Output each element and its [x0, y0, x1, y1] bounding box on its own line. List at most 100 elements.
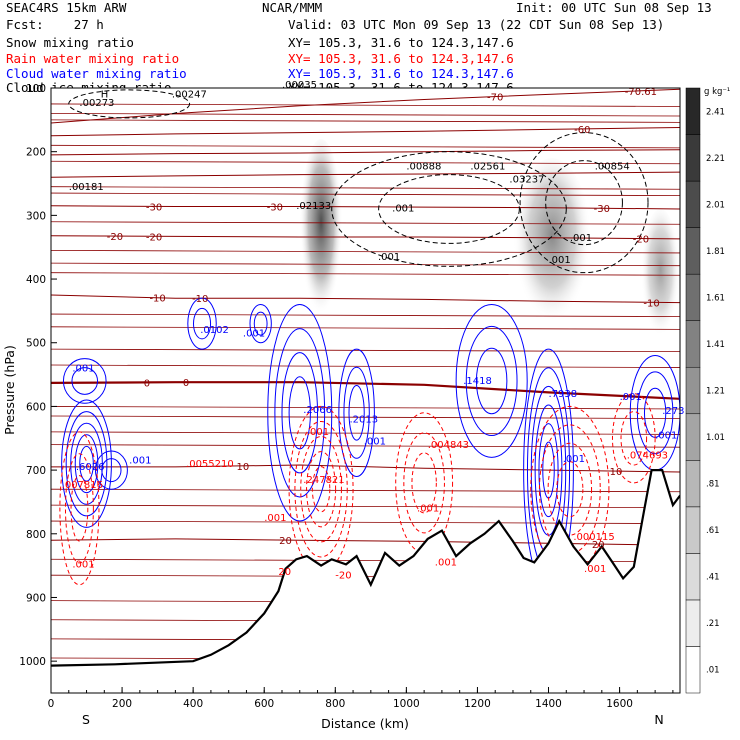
- value-annotation: .6026: [76, 462, 105, 473]
- colorbar-tick-label: .81: [706, 480, 720, 490]
- cloud-water-contour: [253, 311, 268, 336]
- cloud-water-contour: [249, 304, 272, 344]
- isotherm-line: [51, 415, 680, 419]
- value-annotation: .001: [655, 430, 677, 441]
- value-annotation: .00035: [282, 80, 317, 91]
- x-tick-label: 600: [254, 698, 274, 710]
- isotherm-label: -10: [192, 294, 208, 305]
- field-snow-name: Snow mixing ratio: [6, 35, 134, 50]
- value-annotation: .001: [72, 560, 94, 571]
- isotherm-label: 20: [279, 536, 292, 547]
- isotherm-label: -10: [149, 294, 165, 305]
- rain-contour: [311, 466, 331, 513]
- value-annotation: .2066: [303, 405, 332, 416]
- isotherm-line: [51, 88, 680, 124]
- isotherm-label: -70: [487, 93, 503, 104]
- isotherm-line: [51, 221, 680, 225]
- cloud-water-contour: [94, 450, 128, 490]
- colorbar-tick-label: 1.61: [706, 293, 725, 303]
- isotherm-label: -30: [267, 202, 283, 213]
- ice-shading-layer: [299, 138, 680, 343]
- colorbar-tick-label: 2.41: [706, 107, 725, 117]
- cloud-water-contour: [70, 422, 103, 505]
- field-rain-name: Rain water mixing ratio: [6, 51, 180, 66]
- isotherm-line: [51, 272, 680, 276]
- snow-contour: [331, 151, 567, 267]
- isotherm-line: [51, 160, 680, 165]
- x-end-label-left: S: [82, 712, 90, 727]
- cloud-water-contour: [465, 325, 518, 437]
- value-annotation: .02561: [470, 162, 505, 173]
- isotherm-label: -30: [146, 202, 162, 213]
- valid-time: Valid: 03 UTC Mon 09 Sep 13 (22 CDT Sun …: [288, 17, 665, 32]
- cloud-water-contour: [267, 304, 333, 522]
- y-tick-label: 800: [26, 529, 46, 541]
- cloud-water-contour: [475, 347, 508, 415]
- rain-contour: [306, 451, 337, 528]
- colorbar: .01 .21 .41 .61 .81 1.01 1.21 1.41 1.61 1.81 2.01 2…: [685, 87, 725, 694]
- cloud-water-contour: [187, 297, 217, 350]
- y-tick-label: 1000: [19, 656, 46, 668]
- isotherm-line: [51, 464, 680, 473]
- value-annotation: .001: [417, 504, 439, 515]
- value-annotation: .7938: [549, 389, 578, 400]
- isotherm-line: [51, 520, 680, 524]
- snow-contour: [519, 132, 649, 274]
- cloud-water-contour: [62, 358, 107, 404]
- colorbar-tick-label: 1.81: [706, 247, 725, 257]
- y-tick-label: 100: [26, 83, 46, 95]
- y-tick-label: 900: [26, 592, 46, 604]
- rain-contour: [70, 475, 89, 542]
- rain-contour: [611, 393, 656, 484]
- isotherm-label: 0: [183, 378, 189, 389]
- isotherm-line: [51, 294, 680, 304]
- axes: 0 200 400 600 800 1000 1200 1400 160010020030040…: [19, 83, 681, 710]
- y-tick-label: 200: [26, 147, 46, 159]
- colorbar-segment: [685, 134, 701, 182]
- x-tick-label: 800: [325, 698, 345, 710]
- value-annotation: -20: [335, 570, 351, 581]
- colorbar-tick-label: 2.21: [706, 154, 725, 164]
- colorbar-tick-label: 1.41: [706, 340, 725, 350]
- center-label: NCAR/MMM: [262, 0, 323, 15]
- value-annotation: .001: [264, 513, 286, 524]
- isotherm-label: 20: [592, 540, 605, 551]
- cloud-water-contour: [79, 445, 94, 482]
- terrain-layer: [51, 469, 680, 693]
- colorbar-tick-label: 1.21: [706, 387, 725, 397]
- cloud-water-contour: [338, 348, 375, 477]
- value-annotation: .00854: [595, 162, 630, 173]
- snow-contour: [378, 174, 520, 244]
- cloud-water-contour: [71, 367, 99, 395]
- isotherm-label: -20: [633, 235, 649, 246]
- cloud-water-contour: [455, 304, 528, 458]
- ice-plume: [299, 138, 343, 324]
- isotherm-line: [51, 348, 680, 353]
- cloud-water-contour: [101, 458, 122, 483]
- rain-contour: [620, 411, 648, 466]
- rain-contour: [411, 452, 437, 514]
- isotherm-line: [51, 103, 680, 107]
- value-annotation: .00888: [406, 162, 441, 173]
- model-title: SEAC4RS 15km ARW: [6, 0, 127, 15]
- y-tick-label: 700: [26, 465, 46, 477]
- value-annotation: .03237: [509, 174, 544, 185]
- value-annotation: .001: [620, 392, 642, 403]
- x-tick-label: 1000: [393, 698, 420, 710]
- cloud-water-contour: [274, 328, 326, 498]
- colorbar-tick-label: 2.01: [706, 200, 725, 210]
- y-tick-label: 300: [26, 210, 46, 222]
- isotherm-line: [51, 149, 680, 156]
- value-annotation: .001: [307, 427, 329, 438]
- x-tick-label: 200: [112, 698, 132, 710]
- value-annotation: .247821: [303, 475, 344, 486]
- field-rain-xy: XY= 105.3, 31.6 to 124.3,147.6: [288, 51, 514, 66]
- snow-contour: [68, 89, 191, 119]
- isotherm-line: [51, 431, 680, 435]
- value-annotation: .2013: [350, 414, 379, 425]
- value-annotation: H: [101, 90, 109, 101]
- isotherm-label: -20: [107, 232, 123, 243]
- value-annotation: .02133: [296, 201, 331, 212]
- value-annotation: .004843: [428, 440, 469, 451]
